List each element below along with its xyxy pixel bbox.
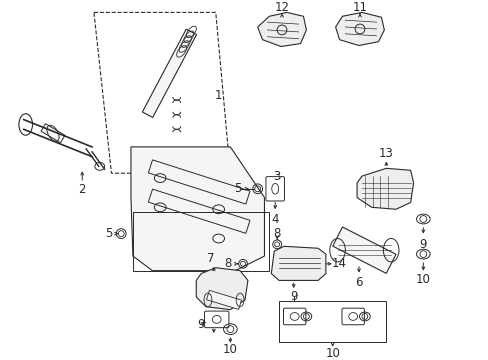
Text: 6: 6 (355, 276, 362, 289)
Text: 5: 5 (104, 227, 112, 240)
Text: 7: 7 (207, 252, 214, 265)
Polygon shape (271, 246, 325, 280)
Polygon shape (257, 12, 306, 46)
Text: 3: 3 (273, 170, 280, 183)
Polygon shape (142, 29, 196, 117)
Text: 9: 9 (289, 291, 297, 303)
Polygon shape (148, 189, 249, 233)
Text: 4: 4 (271, 212, 278, 225)
Text: 2: 2 (78, 183, 86, 196)
Text: 5: 5 (234, 182, 242, 195)
Text: 10: 10 (325, 347, 340, 360)
Text: 10: 10 (415, 273, 430, 286)
Polygon shape (206, 291, 241, 310)
Text: 8: 8 (224, 257, 232, 270)
Polygon shape (332, 227, 395, 273)
Text: 9: 9 (419, 238, 426, 251)
Text: 8: 8 (273, 227, 280, 240)
Polygon shape (356, 168, 413, 209)
Polygon shape (335, 12, 384, 45)
Polygon shape (131, 147, 264, 271)
Text: 10: 10 (223, 343, 237, 356)
Text: 12: 12 (274, 1, 289, 14)
Polygon shape (196, 268, 247, 310)
Text: 1: 1 (215, 89, 222, 102)
Text: 9: 9 (197, 318, 204, 331)
Polygon shape (41, 123, 65, 143)
Polygon shape (148, 160, 249, 204)
Text: 13: 13 (378, 147, 393, 160)
Text: 14: 14 (331, 257, 346, 270)
Text: 11: 11 (352, 1, 367, 14)
